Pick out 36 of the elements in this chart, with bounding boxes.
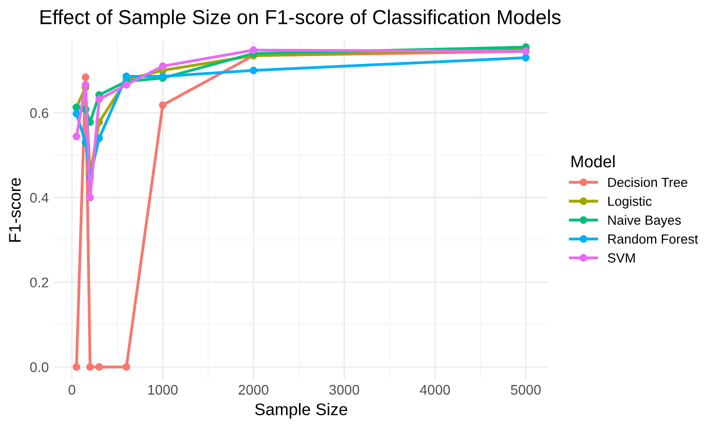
point [250,46,258,54]
point [82,80,90,89]
legend-label: Decision Tree [608,177,688,188]
x-tick-label: 1000 [148,384,178,395]
legend-label: Naive Bayes [608,215,681,228]
legend-label: Random Forest [608,234,698,244]
point [95,363,103,371]
point [158,62,167,70]
legend-label: Logistic [608,196,652,209]
point [122,363,130,371]
point [522,54,530,62]
point [72,110,80,118]
point [72,132,80,140]
point [86,363,94,371]
y-tick-label: 0.0 [30,362,48,372]
chart-title: Effect of Sample Size on F1-score of Classification Models [40,9,561,28]
x-tick-label: 3000 [329,384,360,395]
x-tick-label: 0 [68,384,76,395]
point [72,363,80,371]
y-tick-label: 0.4 [30,192,49,203]
point [250,66,258,74]
point [122,72,130,80]
legend-label: SVM [608,253,635,263]
x-tick-label: 2000 [238,384,268,395]
point [122,80,130,89]
y-axis-title: F1-score [9,178,21,242]
x-tick-label: 4000 [420,384,450,395]
point [86,194,94,202]
y-tick-label: 0.2 [30,278,48,288]
point [158,101,167,109]
legend-title: Model [572,155,615,168]
point [82,73,90,82]
x-axis-title: Sample Size [255,403,348,419]
point [95,95,103,104]
x-tick-label: 5000 [510,384,541,395]
y-tick-label: 0.6 [30,108,48,118]
